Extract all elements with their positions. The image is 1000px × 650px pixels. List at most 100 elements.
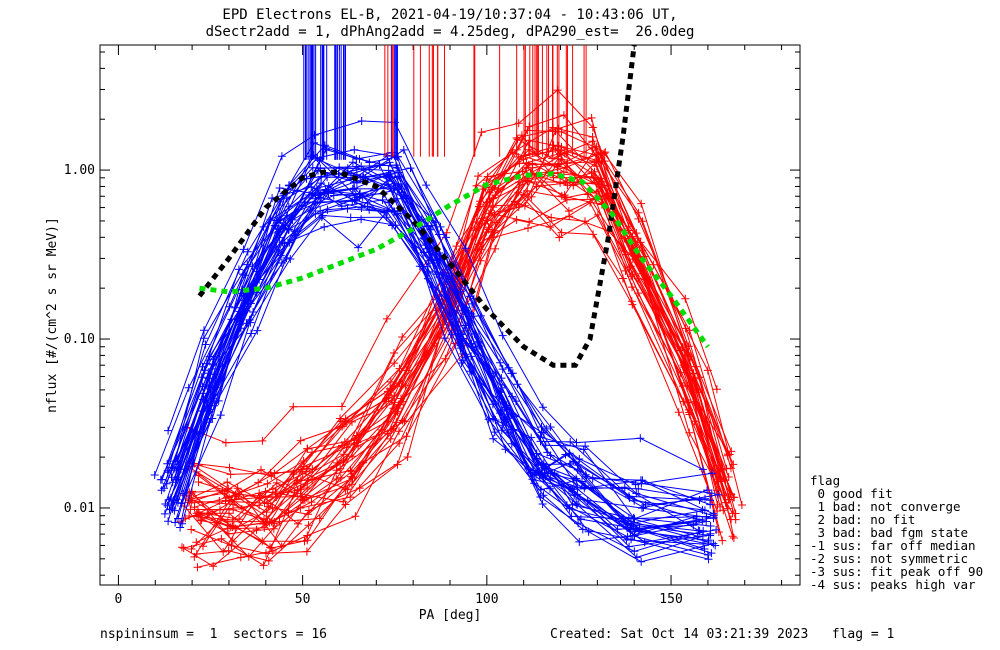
blue-point <box>508 392 517 401</box>
red-point <box>234 490 243 499</box>
red-point <box>488 194 497 203</box>
legend-item: -4 sus: peaks high var <box>810 577 976 592</box>
red-point <box>515 178 523 187</box>
blue-point <box>636 434 645 443</box>
blue-point <box>637 557 646 566</box>
red-point <box>228 516 237 524</box>
red-point <box>722 464 731 473</box>
red-point <box>525 136 534 145</box>
blue-point <box>440 334 449 343</box>
blue-point <box>538 403 547 412</box>
red-point <box>181 514 190 523</box>
red-point <box>307 498 316 507</box>
red-point <box>674 408 683 417</box>
blue-point <box>714 490 723 499</box>
blue-point <box>711 541 720 550</box>
blue-point <box>167 473 176 482</box>
chart-title-line2: dSectr2add = 1, dPhAng2add = 4.25deg, dP… <box>205 24 695 40</box>
red-point <box>712 385 721 394</box>
blue-point <box>536 433 545 442</box>
blue-point <box>502 417 511 426</box>
black-fit-curve <box>197 44 637 368</box>
x-tick-label: 0 <box>115 592 123 607</box>
blue-point <box>709 514 718 523</box>
blue-point <box>428 221 436 230</box>
red-point <box>354 442 363 450</box>
blue-point <box>499 397 508 406</box>
red-trace <box>196 162 723 543</box>
blue-point <box>358 192 367 201</box>
red-point <box>476 256 485 265</box>
blue-point <box>578 477 586 486</box>
red-point <box>588 123 597 132</box>
red-point <box>555 233 564 242</box>
red-point <box>398 333 407 341</box>
blue-point <box>216 411 225 420</box>
blue-point <box>350 145 359 154</box>
blue-point <box>706 496 715 505</box>
blue-point <box>308 163 317 172</box>
red-point <box>382 314 391 323</box>
red-point <box>264 556 273 565</box>
blue-point <box>239 245 248 254</box>
red-point <box>681 324 690 333</box>
legend-item: 2 bad: no fit <box>810 512 916 527</box>
legend-title: flag <box>810 473 841 488</box>
red-point <box>221 438 230 447</box>
red-point <box>355 484 364 493</box>
red-point <box>296 495 305 504</box>
red-point <box>192 538 201 547</box>
red-point <box>628 232 637 241</box>
red-point <box>289 402 298 411</box>
red-point <box>289 470 298 479</box>
red-point <box>638 246 647 255</box>
x-tick-label: 50 <box>295 592 311 607</box>
blue-point <box>205 352 214 361</box>
legend-item: -3 sus: fit peak off 90 <box>810 564 984 579</box>
red-point <box>395 439 404 448</box>
blue-point <box>383 207 392 216</box>
blue-point <box>513 380 522 389</box>
blue-point <box>578 525 587 534</box>
blue-point <box>632 489 641 498</box>
blue-point <box>576 515 585 524</box>
blue-point <box>389 207 398 216</box>
blue-point <box>620 483 629 492</box>
blue-point <box>570 491 579 500</box>
blue-point <box>335 163 344 172</box>
red-point <box>194 509 203 518</box>
blue-point <box>512 397 520 406</box>
blue-point <box>399 145 408 154</box>
blue-point <box>639 503 648 512</box>
blue-point <box>488 400 497 409</box>
red-point <box>267 471 276 480</box>
blue-point <box>573 500 582 509</box>
blue-point <box>501 445 510 454</box>
blue-point <box>337 202 346 211</box>
red-point <box>627 272 635 281</box>
blue-point <box>484 415 493 424</box>
red-point <box>591 173 600 182</box>
blue-point <box>712 525 721 534</box>
red-point <box>628 300 637 309</box>
blue-point <box>630 531 639 540</box>
blue-point <box>200 326 208 335</box>
red-point <box>389 404 398 413</box>
red-point <box>336 464 345 473</box>
blue-point <box>700 506 709 515</box>
blue-point <box>631 480 640 489</box>
blue-point <box>530 471 539 480</box>
red-point <box>737 501 746 509</box>
x-tick-label: 150 <box>659 592 682 607</box>
red-point <box>395 379 404 388</box>
red-point <box>557 228 566 237</box>
red-point <box>260 523 269 532</box>
blue-point <box>575 537 584 546</box>
red-point <box>524 160 533 169</box>
blue-point <box>246 318 255 327</box>
blue-point <box>178 519 187 528</box>
red-point <box>553 168 562 177</box>
blue-point <box>566 459 574 468</box>
blue-point <box>285 238 294 247</box>
blue-trace <box>176 170 708 520</box>
